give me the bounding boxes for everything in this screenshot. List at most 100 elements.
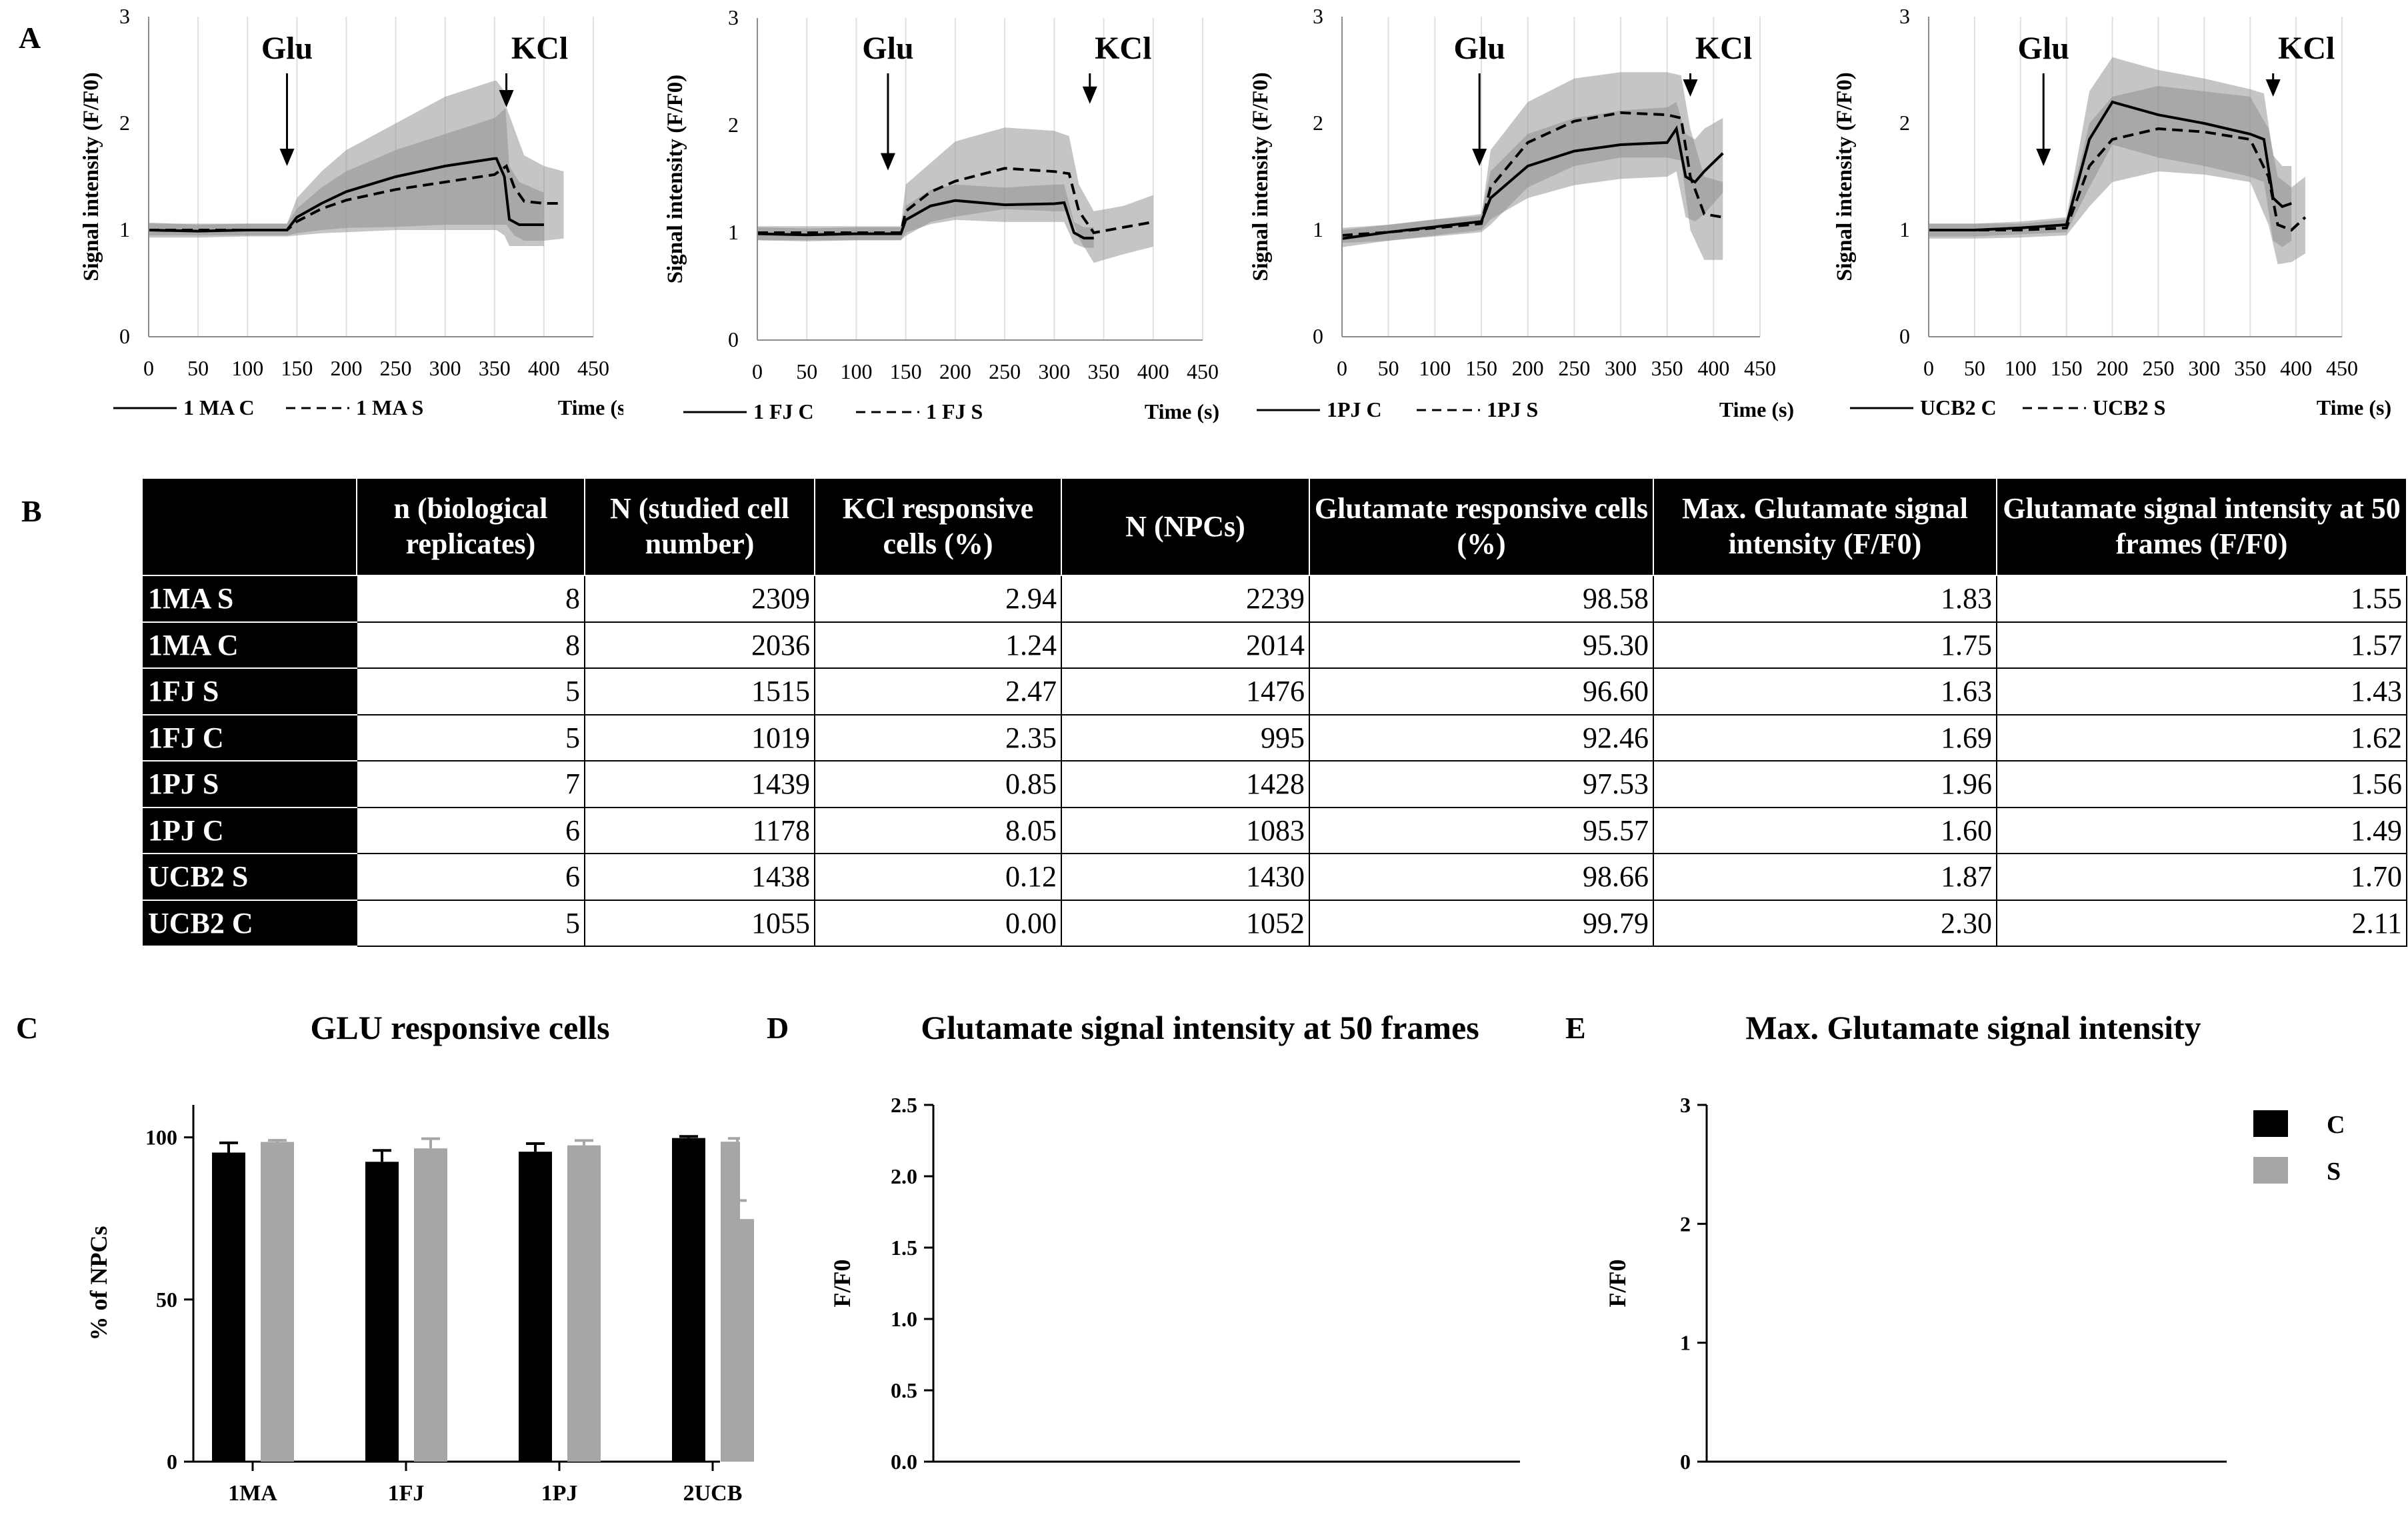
annotation-arrowhead bbox=[1472, 149, 1487, 166]
table-row-header: 1MA C bbox=[143, 621, 357, 669]
table-cell: 1.55 bbox=[1996, 575, 2407, 623]
table-cell: 98.66 bbox=[1309, 853, 1654, 901]
table-row-header: 1MA S bbox=[143, 575, 357, 623]
x-tick-label: 400 bbox=[2280, 356, 2312, 380]
bar-chart-max-signal: Max. Glutamate signal intensity0123F/F01… bbox=[1604, 1009, 2227, 1474]
table-header-cell: N (NPCs) bbox=[1061, 477, 1310, 576]
legend-swatch-C bbox=[2253, 1110, 2288, 1137]
table-cell: 1.63 bbox=[1653, 667, 1997, 715]
y-tick-label: 3 bbox=[119, 4, 130, 28]
bar-chart-signal-50-frames: Glutamate signal intensity at 50 frames 0… bbox=[740, 1009, 1520, 1506]
bar-2UCB-S bbox=[721, 1142, 740, 1462]
y-axis-label: Signal intensity (F/F0) bbox=[1833, 72, 1857, 281]
y-tick-label: 0.5 bbox=[891, 1378, 917, 1402]
table-cell: 1.62 bbox=[1996, 713, 2407, 762]
table-cell: 1052 bbox=[1061, 899, 1310, 947]
bar-1PJ-C bbox=[519, 1152, 552, 1462]
y-tick-label: 2 bbox=[1680, 1212, 1691, 1236]
x-tick-label: 100 bbox=[840, 359, 872, 383]
x-tick-label: 300 bbox=[1038, 359, 1070, 383]
table-cell: 1.70 bbox=[1996, 853, 2407, 901]
y-tick-label: 0 bbox=[167, 1450, 177, 1474]
y-tick-label: 1.0 bbox=[891, 1307, 917, 1331]
y-tick-label: 50 bbox=[156, 1288, 177, 1312]
series-line-1-FJ-S bbox=[757, 167, 1154, 235]
table-cell: 0.85 bbox=[814, 760, 1062, 808]
y-tick-label: 3 bbox=[1680, 1093, 1691, 1117]
chart-title: Glutamate signal intensity at 50 frames bbox=[921, 1009, 1479, 1046]
bar-legend: CS bbox=[2253, 1110, 2345, 1186]
x-tick-label: 350 bbox=[1088, 359, 1120, 383]
x-tick-label: 250 bbox=[1558, 356, 1590, 380]
table-cell: 1.75 bbox=[1653, 621, 1997, 669]
table-header-row: n (biological replicates) N (studied cell… bbox=[143, 477, 2407, 576]
table-row-header: 1FJ S bbox=[143, 667, 357, 715]
x-tick-label: 150 bbox=[2051, 356, 2083, 380]
table-cell: 92.46 bbox=[1309, 713, 1654, 762]
table-cell: 2.35 bbox=[814, 713, 1062, 762]
x-axis-label: Time (s) bbox=[1719, 397, 1794, 421]
table-cell: 98.58 bbox=[1309, 575, 1654, 623]
table-row: 1PJ S 7 1439 0.85 1428 97.53 1.96 1.56 bbox=[143, 760, 2407, 808]
x-tick-label: 250 bbox=[989, 359, 1021, 383]
x-tick-label: 1MA bbox=[228, 1481, 277, 1506]
series-line-1-FJ-C bbox=[757, 199, 1094, 240]
table-cell: 0.00 bbox=[814, 899, 1062, 947]
table-cell: 1.56 bbox=[1996, 760, 2407, 808]
x-tick-label: 50 bbox=[187, 356, 209, 380]
error-band-UCB2-S bbox=[1929, 86, 2305, 265]
table-cell: 1515 bbox=[584, 667, 815, 715]
bar-1MA-C bbox=[212, 1152, 245, 1462]
table-cell: 8 bbox=[356, 575, 585, 623]
y-tick-label: 0.0 bbox=[891, 1450, 917, 1474]
panel-label-b: B bbox=[21, 494, 42, 528]
legend-label: 1 FJ C bbox=[753, 399, 814, 423]
table-cell: 1.57 bbox=[1996, 621, 2407, 669]
table-header-cell: N (studied cell number) bbox=[584, 477, 815, 576]
x-tick-label: 1FJ bbox=[388, 1481, 425, 1506]
table-cell: 2014 bbox=[1061, 621, 1310, 669]
x-tick-label: 150 bbox=[281, 356, 313, 380]
table-cell: 1.43 bbox=[1996, 667, 2407, 715]
x-tick-label: 50 bbox=[796, 359, 817, 383]
x-tick-label: 150 bbox=[1465, 356, 1497, 380]
x-tick-label: 2UCB bbox=[740, 1481, 742, 1506]
y-tick-label: 100 bbox=[145, 1126, 177, 1150]
panel-label-a: A bbox=[19, 21, 41, 55]
y-tick-label: 1 bbox=[1313, 217, 1323, 241]
annotation-kcl: KCl bbox=[1695, 31, 1752, 66]
y-tick-label: 3 bbox=[1899, 4, 1910, 28]
bar-2UCB-S bbox=[740, 1219, 754, 1462]
error-band-1-MA-S bbox=[149, 107, 564, 241]
table-cell: 95.57 bbox=[1309, 806, 1654, 854]
table-row: 1FJ S 5 1515 2.47 1476 96.60 1.63 1.43 bbox=[143, 667, 2407, 715]
panel-label-d: D bbox=[767, 1011, 789, 1045]
y-tick-label: 1 bbox=[119, 217, 130, 241]
table-cell: 6 bbox=[356, 853, 585, 901]
legend-label: C bbox=[2327, 1111, 2345, 1139]
table-row: UCB2 S 6 1438 0.12 1430 98.66 1.87 1.70 bbox=[143, 853, 2407, 901]
y-tick-label: 2.0 bbox=[891, 1164, 917, 1188]
x-tick-label: 200 bbox=[939, 359, 971, 383]
table-cell: 1178 bbox=[584, 806, 815, 854]
y-tick-label: 3 bbox=[1313, 4, 1323, 28]
y-tick-label: 0 bbox=[1313, 324, 1323, 348]
table-cell: 1438 bbox=[584, 853, 815, 901]
x-tick-label: 300 bbox=[1605, 356, 1637, 380]
annotation-arrowhead bbox=[279, 149, 295, 166]
legend-swatch-S bbox=[2253, 1157, 2288, 1184]
x-axis-label: Time (s) bbox=[1145, 399, 1219, 423]
table-row: 1FJ C 5 1019 2.35 995 92.46 1.69 1.62 bbox=[143, 713, 2407, 762]
table-cell: 99.79 bbox=[1309, 899, 1654, 947]
x-tick-label: 200 bbox=[1512, 356, 1544, 380]
x-tick-label: 400 bbox=[1137, 359, 1169, 383]
series-line-UCB2-S bbox=[1929, 127, 2307, 232]
legend-label: 1 MA C bbox=[183, 395, 255, 419]
series-line-1PJ-S bbox=[1341, 111, 1723, 237]
table-cell: 97.53 bbox=[1309, 760, 1654, 808]
y-tick-label: 3 bbox=[728, 5, 739, 29]
x-tick-label: 250 bbox=[380, 356, 412, 380]
x-tick-label: 0 bbox=[752, 359, 763, 383]
x-axis-label: Time (s) bbox=[2317, 395, 2391, 419]
line-chart-ucb2: 0 50 100 150 200 250 300 350 400 450 0 1 2 3 Signal in… bbox=[1833, 4, 2391, 419]
